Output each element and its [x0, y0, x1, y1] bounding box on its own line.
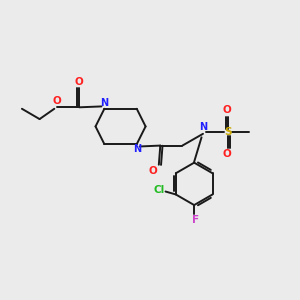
Text: N: N — [199, 122, 207, 132]
Text: O: O — [74, 77, 83, 87]
Text: Cl: Cl — [153, 185, 164, 195]
Text: O: O — [222, 105, 231, 115]
Text: O: O — [52, 96, 61, 106]
Text: O: O — [222, 149, 231, 159]
Text: N: N — [100, 98, 108, 109]
Text: O: O — [148, 166, 157, 176]
Text: F: F — [192, 215, 199, 225]
Text: N: N — [133, 144, 141, 154]
Text: S: S — [224, 127, 232, 137]
